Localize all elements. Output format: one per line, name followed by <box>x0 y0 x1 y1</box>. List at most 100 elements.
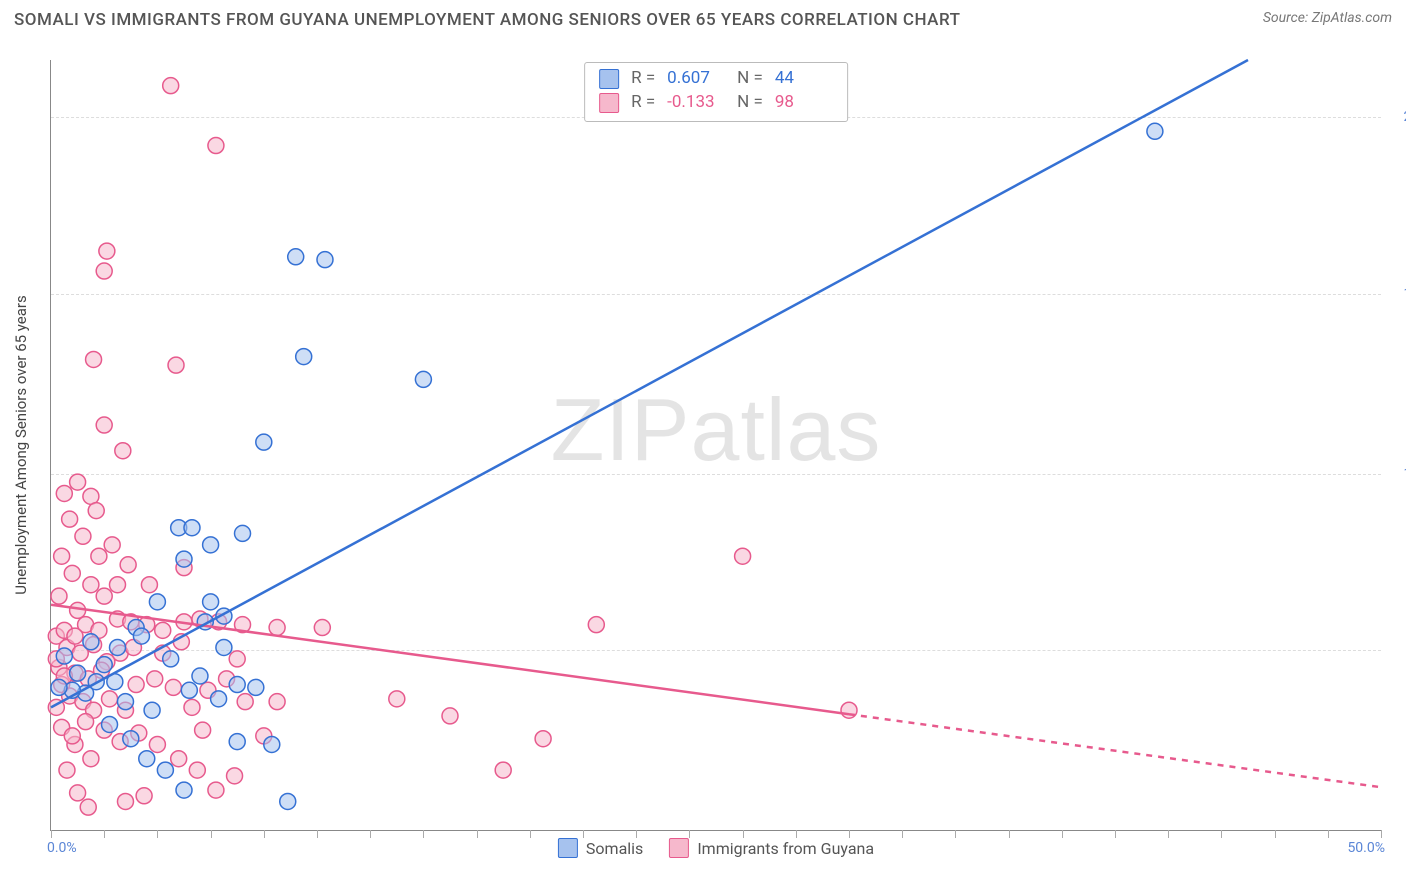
plot-area: Unemployment Among Seniors over 65 years… <box>50 60 1381 831</box>
x-tick <box>51 830 52 838</box>
data-point <box>139 751 155 767</box>
y-tick-label: 18.8% <box>1391 286 1406 302</box>
data-point <box>75 528 91 544</box>
data-point <box>102 691 118 707</box>
data-point <box>115 443 131 459</box>
data-point <box>70 665 86 681</box>
r-value-pink: -0.133 <box>667 91 725 115</box>
data-point <box>208 138 224 154</box>
data-point <box>56 648 72 664</box>
data-point <box>67 628 83 644</box>
data-point <box>149 736 165 752</box>
data-point <box>735 548 751 564</box>
n-value-pink: 98 <box>775 91 833 115</box>
x-origin-label: 0.0% <box>47 840 77 856</box>
corr-row-pink: R = -0.133 N = 98 <box>599 91 833 115</box>
x-tick <box>423 830 424 838</box>
data-point <box>171 751 187 767</box>
data-point <box>96 263 112 279</box>
x-tick <box>477 830 478 838</box>
data-point <box>264 736 280 752</box>
data-point <box>389 691 405 707</box>
data-point <box>83 634 99 650</box>
data-point <box>195 722 211 738</box>
r-label: R = <box>631 67 655 91</box>
data-point <box>155 622 171 638</box>
data-point <box>104 537 120 553</box>
data-point <box>80 799 96 815</box>
data-point <box>102 716 118 732</box>
data-point <box>235 525 251 541</box>
data-point <box>149 594 165 610</box>
x-tick <box>636 830 637 838</box>
data-point <box>91 548 107 564</box>
data-point <box>288 249 304 265</box>
data-point <box>227 768 243 784</box>
data-point <box>86 351 102 367</box>
x-tick <box>104 830 105 838</box>
data-point <box>83 751 99 767</box>
data-point <box>176 551 192 567</box>
data-point <box>208 782 224 798</box>
swatch-blue <box>558 838 578 858</box>
data-point <box>256 434 272 450</box>
x-tick <box>955 830 956 838</box>
data-point <box>133 628 149 644</box>
data-point <box>64 728 80 744</box>
data-point <box>184 520 200 536</box>
n-value-blue: 44 <box>775 67 833 91</box>
data-point <box>110 577 126 593</box>
x-tick <box>743 830 744 838</box>
data-point <box>269 694 285 710</box>
x-tick <box>1381 830 1382 838</box>
data-point <box>96 657 112 673</box>
data-point <box>192 668 208 684</box>
swatch-pink <box>599 93 619 113</box>
legend-item-pink: Immigrants from Guyana <box>669 838 874 858</box>
data-point <box>51 679 67 695</box>
x-tick <box>1275 830 1276 838</box>
data-point <box>229 651 245 667</box>
data-point <box>54 548 70 564</box>
x-tick <box>583 830 584 838</box>
data-point <box>88 503 104 519</box>
y-tick-label: 6.3% <box>1391 642 1406 658</box>
swatch-pink <box>669 838 689 858</box>
x-tick <box>849 830 850 838</box>
data-point <box>317 252 333 268</box>
data-point <box>96 588 112 604</box>
data-point <box>203 594 219 610</box>
y-tick-label: 25.0% <box>1391 109 1406 125</box>
regression-line <box>51 60 1248 707</box>
x-tick <box>370 830 371 838</box>
x-tick <box>796 830 797 838</box>
data-point <box>56 485 72 501</box>
data-point <box>269 620 285 636</box>
data-point <box>70 785 86 801</box>
data-point <box>70 474 86 490</box>
data-point <box>176 782 192 798</box>
data-point <box>189 762 205 778</box>
correlation-legend: R = 0.607 N = 44 R = -0.133 N = 98 <box>584 62 848 122</box>
series-legend: Somalis Immigrants from Guyana <box>558 838 874 858</box>
data-point <box>99 243 115 259</box>
data-point <box>314 620 330 636</box>
data-point <box>442 708 458 724</box>
data-point <box>203 537 219 553</box>
data-point <box>62 511 78 527</box>
data-point <box>181 682 197 698</box>
data-point <box>123 731 139 747</box>
y-tick-label: 12.5% <box>1391 466 1406 482</box>
data-point <box>163 78 179 94</box>
data-point <box>280 793 296 809</box>
r-value-blue: 0.607 <box>667 67 725 91</box>
legend-item-blue: Somalis <box>558 838 643 858</box>
x-tick <box>317 830 318 838</box>
data-point <box>495 762 511 778</box>
data-point <box>70 602 86 618</box>
r-label: R = <box>631 91 655 115</box>
x-tick <box>211 830 212 838</box>
x-tick <box>1062 830 1063 838</box>
data-point <box>64 565 80 581</box>
legend-label-blue: Somalis <box>586 839 643 858</box>
